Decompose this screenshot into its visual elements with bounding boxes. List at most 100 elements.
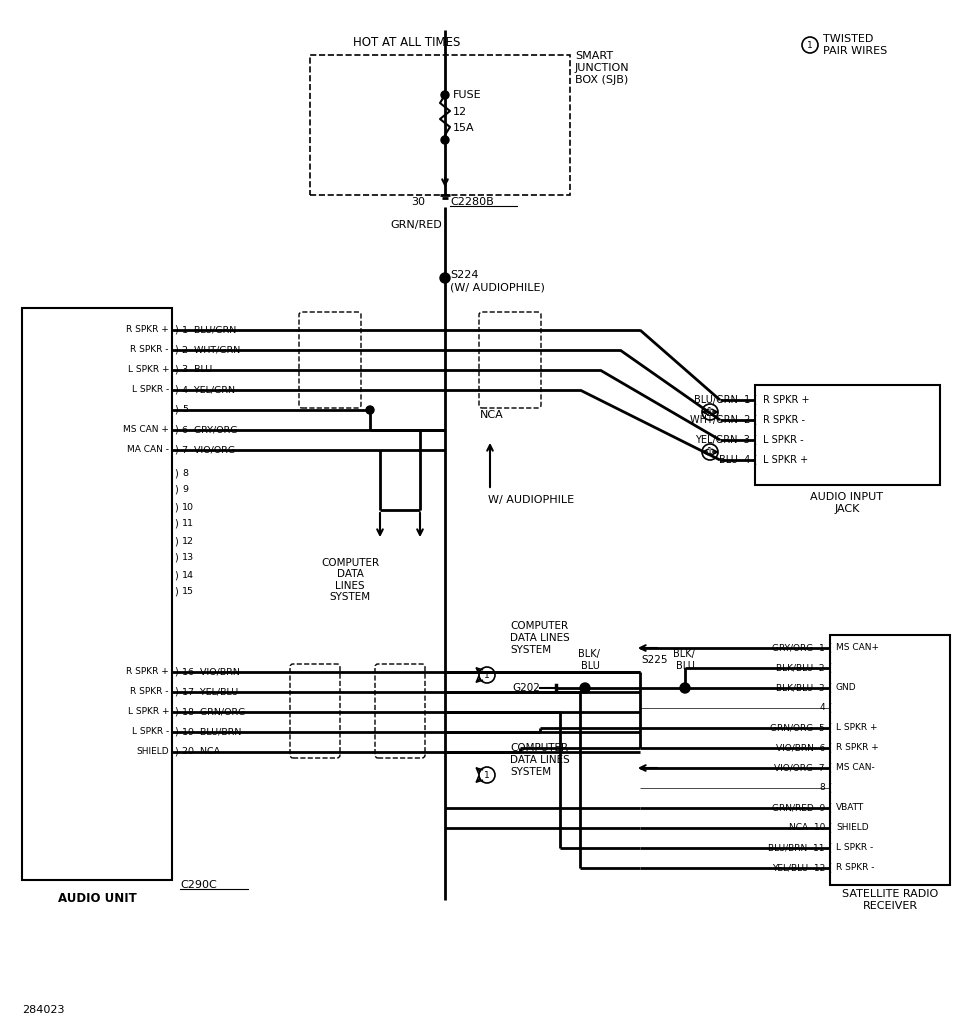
- Text: R SPKR -: R SPKR -: [836, 863, 875, 872]
- Text: (: (: [753, 435, 757, 445]
- Text: 15A: 15A: [453, 123, 475, 133]
- Text: ): ): [174, 667, 178, 677]
- Text: 7  VIO/ORG: 7 VIO/ORG: [182, 445, 235, 455]
- Text: 9: 9: [182, 485, 188, 495]
- Text: MS CAN +: MS CAN +: [123, 426, 169, 434]
- Text: ): ): [174, 553, 178, 563]
- Text: (: (: [753, 455, 757, 465]
- Text: AUDIO UNIT: AUDIO UNIT: [57, 892, 136, 904]
- Text: C290C: C290C: [180, 880, 217, 890]
- Text: L SPKR -: L SPKR -: [132, 385, 169, 394]
- Text: ): ): [174, 425, 178, 435]
- Text: 11: 11: [182, 519, 194, 528]
- Text: 1: 1: [807, 41, 813, 49]
- Text: (: (: [828, 743, 832, 753]
- Text: ): ): [174, 519, 178, 529]
- Text: (: (: [828, 643, 832, 653]
- Text: ): ): [174, 570, 178, 580]
- Text: 30: 30: [411, 197, 425, 207]
- Text: (: (: [828, 703, 832, 713]
- Text: GRN/ORG  5: GRN/ORG 5: [770, 724, 825, 732]
- Bar: [22, 308, 172, 880]
- Text: ): ): [174, 345, 178, 355]
- Text: ): ): [174, 502, 178, 512]
- Text: 284023: 284023: [22, 1005, 64, 1015]
- Text: L SPKR -: L SPKR -: [763, 435, 804, 445]
- Text: (: (: [828, 843, 832, 853]
- Text: VBATT: VBATT: [836, 804, 864, 812]
- Text: SATELLITE RADIO
RECEIVER: SATELLITE RADIO RECEIVER: [842, 889, 938, 910]
- Text: R SPKR -: R SPKR -: [763, 415, 805, 425]
- Text: COMPUTER
DATA LINES
SYSTEM: COMPUTER DATA LINES SYSTEM: [510, 622, 570, 654]
- Text: 3  BLU: 3 BLU: [182, 366, 213, 375]
- Text: 10: 10: [182, 503, 194, 512]
- Text: 1: 1: [485, 770, 490, 779]
- Text: COMPUTER
DATA LINES
SYSTEM: COMPUTER DATA LINES SYSTEM: [510, 743, 570, 776]
- Text: ): ): [174, 687, 178, 697]
- Text: ): ): [174, 707, 178, 717]
- Text: NCA: NCA: [480, 410, 504, 420]
- Text: 8: 8: [820, 783, 825, 793]
- Circle shape: [440, 273, 450, 283]
- Text: ): ): [174, 485, 178, 495]
- Text: ): ): [174, 536, 178, 546]
- Text: R SPKR +: R SPKR +: [836, 743, 879, 753]
- Text: L SPKR +: L SPKR +: [127, 366, 169, 375]
- Text: ): ): [174, 445, 178, 455]
- Text: 18  GRN/ORG: 18 GRN/ORG: [182, 708, 246, 717]
- Text: 1  BLU/GRN: 1 BLU/GRN: [182, 326, 236, 335]
- Text: BLU  4: BLU 4: [719, 455, 750, 465]
- Text: GRN/RED: GRN/RED: [390, 220, 442, 230]
- Text: GND: GND: [836, 683, 856, 692]
- Text: 6  GRY/ORG: 6 GRY/ORG: [182, 426, 238, 434]
- Text: MA CAN -: MA CAN -: [127, 445, 169, 455]
- Text: (: (: [753, 395, 757, 406]
- Text: HOT AT ALL TIMES: HOT AT ALL TIMES: [353, 37, 460, 49]
- Bar: [830, 635, 950, 885]
- Text: 20  NCA: 20 NCA: [182, 748, 220, 757]
- Text: (: (: [828, 723, 832, 733]
- Text: L SPKR -: L SPKR -: [132, 727, 169, 736]
- Text: AUDIO INPUT
JACK: AUDIO INPUT JACK: [811, 493, 884, 514]
- Text: 14: 14: [182, 570, 194, 580]
- Circle shape: [680, 683, 690, 693]
- Text: 1: 1: [485, 671, 490, 680]
- Text: R SPKR -: R SPKR -: [130, 687, 169, 696]
- Text: YEL/BLU  12: YEL/BLU 12: [772, 863, 825, 872]
- Text: 1: 1: [707, 408, 713, 417]
- Text: R SPKR -: R SPKR -: [130, 345, 169, 354]
- Text: YEL/GRN  3: YEL/GRN 3: [695, 435, 750, 445]
- Text: ): ): [174, 365, 178, 375]
- Text: TWISTED
PAIR WIRES: TWISTED PAIR WIRES: [823, 34, 887, 55]
- Text: BLU/GRN  1: BLU/GRN 1: [693, 395, 750, 406]
- Text: S224: S224: [450, 270, 479, 280]
- Text: ): ): [174, 746, 178, 757]
- Text: NCA  10: NCA 10: [788, 823, 825, 833]
- Text: BLK/
BLU: BLK/ BLU: [578, 649, 600, 671]
- Text: L SPKR +: L SPKR +: [836, 724, 878, 732]
- Text: (: (: [828, 683, 832, 693]
- Text: L SPKR +: L SPKR +: [763, 455, 808, 465]
- Text: BLK/BLU  3: BLK/BLU 3: [777, 683, 825, 692]
- Text: SMART
JUNCTION
BOX (SJB): SMART JUNCTION BOX (SJB): [575, 51, 629, 85]
- Text: G202: G202: [512, 683, 540, 693]
- Text: 13: 13: [182, 554, 194, 562]
- Text: COMPUTER
DATA
LINES
SYSTEM: COMPUTER DATA LINES SYSTEM: [321, 558, 379, 602]
- Text: 4: 4: [820, 703, 825, 713]
- Text: R SPKR +: R SPKR +: [126, 326, 169, 335]
- Text: (: (: [828, 663, 832, 673]
- Text: VIO/ORG  7: VIO/ORG 7: [775, 764, 825, 772]
- Text: 4  YEL/GRN: 4 YEL/GRN: [182, 385, 235, 394]
- Text: L SPKR -: L SPKR -: [836, 844, 873, 853]
- Text: S225: S225: [642, 655, 668, 665]
- Text: C2280B: C2280B: [450, 197, 493, 207]
- Circle shape: [580, 683, 590, 693]
- Text: GRY/ORG  1: GRY/ORG 1: [772, 643, 825, 652]
- Text: ): ): [174, 385, 178, 395]
- Text: 17  YEL/BLU: 17 YEL/BLU: [182, 687, 238, 696]
- Text: (W/ AUDIOPHILE): (W/ AUDIOPHILE): [450, 283, 545, 293]
- Text: W/ AUDIOPHILE: W/ AUDIOPHILE: [488, 495, 574, 505]
- Text: SHIELD: SHIELD: [136, 748, 169, 757]
- Text: (: (: [828, 863, 832, 873]
- Text: 8: 8: [182, 469, 188, 477]
